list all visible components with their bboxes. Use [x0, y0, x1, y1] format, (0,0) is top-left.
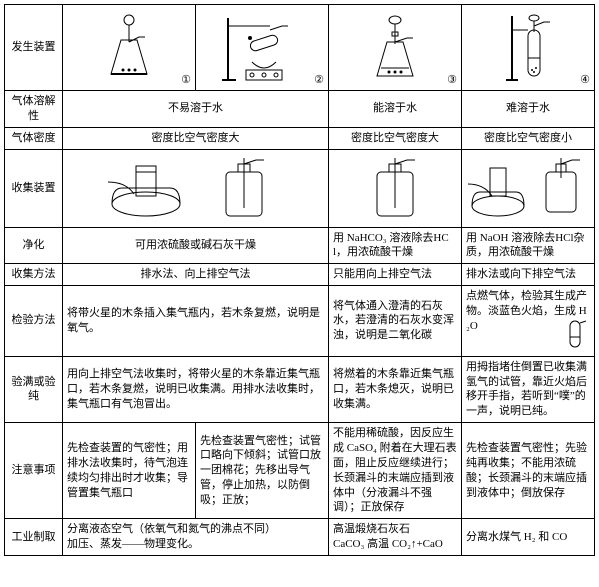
collectmethod-c2: 只能用向上排空气法 — [329, 264, 462, 286]
gen-num-1: ① — [181, 73, 191, 88]
notes-c3: 先检查装置气密性；先验纯再收集；不能用浓硫酸；长颈漏斗的末端应插到液体中；倒放保… — [462, 423, 595, 519]
density-c3: 密度比空气密度小 — [462, 127, 595, 149]
row-label-generator: 发生装置 — [5, 5, 63, 91]
collect-1 — [63, 149, 329, 227]
gen-apparatus-3: ③ — [329, 5, 462, 91]
verify-c3: 用拇指堵住倒置已收集满氢气的试管，靠近火焰后移开手指，若听到“噗”的一声，说明已… — [462, 356, 595, 422]
row-label-solubility: 气体溶解性 — [5, 91, 63, 128]
solubility-c2: 能溶于水 — [329, 91, 462, 128]
gen-apparatus-4: ④ — [462, 5, 595, 91]
notes-c1a: 先检查装置的气密性；用排水法收集时，待气泡连续均匀排出时才收集；导管置集气瓶口 — [63, 423, 196, 519]
gen-apparatus-1: ① — [63, 5, 196, 91]
collect-3 — [462, 149, 595, 227]
density-c1: 密度比空气密度大 — [63, 127, 329, 149]
row-label-purify: 净化 — [5, 227, 63, 264]
row-label-verify: 验满或验纯 — [5, 356, 63, 422]
collect-2 — [329, 149, 462, 227]
gen-apparatus-2: ② — [196, 5, 329, 91]
gen-num-4: ④ — [580, 73, 590, 88]
gen-num-2: ② — [314, 73, 324, 88]
notes-c2: 不能用稀硫酸，因反应生成 CaSO₄ 附着在大理石表面，阻止反应继续进行；长颈漏… — [329, 423, 462, 519]
row-label-collectmethod: 收集方法 — [5, 264, 63, 286]
test-c3: 点燃气体，检验其生成产物。淡蓝色火焰，生成 H₂O — [462, 286, 595, 357]
industry-c2: 高温煅烧石灰石 CaCO₃ 高温 CO₂↑+CaO — [329, 519, 462, 556]
purify-c1: 可用浓硫酸或碱石灰干燥 — [63, 227, 329, 264]
test-c2: 将气体通入澄清的石灰水，若澄清的石灰水变浑浊，说明是二氧化碳 — [329, 286, 462, 357]
solubility-c1: 不易溶于水 — [63, 91, 329, 128]
collectmethod-c3: 排水法或向下排空气法 — [462, 264, 595, 286]
row-label-test: 检验方法 — [5, 286, 63, 357]
gen-num-3: ③ — [447, 73, 457, 88]
row-label-industry: 工业制取 — [5, 519, 63, 556]
solubility-c3: 难溶于水 — [462, 91, 595, 128]
purify-c2: 用 NaHCO₃ 溶液除去HCl，用浓硫酸干燥 — [329, 227, 462, 264]
industry-c1: 分离液态空气（依氧气和氮气的沸点不同） 加压、蒸发——物理变化。 — [63, 519, 329, 556]
row-label-notes: 注意事项 — [5, 423, 63, 519]
verify-c2: 将燃着的木条靠近集气瓶口，若木条熄灭，说明已收集满。 — [329, 356, 462, 422]
row-label-collection: 收集装置 — [5, 149, 63, 227]
test-c1: 将带火星的木条插入集气瓶内，若木条复燃，说明是氧气。 — [63, 286, 329, 357]
purify-c3: 用 NaOH 溶液除去HCl杂质，用浓硫酸干燥 — [462, 227, 595, 264]
row-label-density: 气体密度 — [5, 127, 63, 149]
verify-c1: 用向上排空气法收集时，将带火星的木条靠近集气瓶口，若木条复燃，说明已收集满。用排… — [63, 356, 329, 422]
collectmethod-c1: 排水法、向上排空气法 — [63, 264, 329, 286]
density-c2: 密度比空气密度大 — [329, 127, 462, 149]
notes-c1b: 先检查装置气密性；试管口略向下倾斜；试管口放一团棉花；先移出导气管，停止加热，以… — [196, 423, 329, 519]
chemistry-table: 发生装置 ① ② — [4, 4, 595, 556]
industry-c3: 分离水煤气 H₂ 和 CO — [462, 519, 595, 556]
